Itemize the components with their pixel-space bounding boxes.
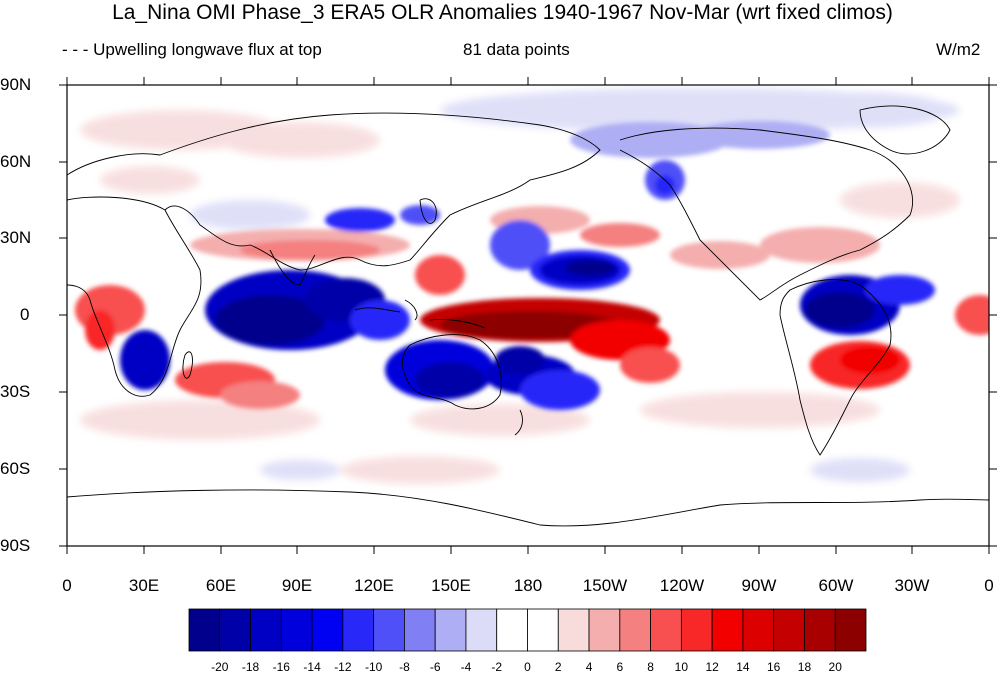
colorbar-tick-label: -10	[364, 660, 383, 674]
colorbar-tick-label: -16	[272, 660, 290, 674]
colorbar-tick-label: -14	[303, 660, 321, 674]
colorbar-tick-label: -20	[211, 660, 229, 674]
lon-label-90w: 90W	[741, 576, 777, 595]
map-title: La_Nina OMI Phase_3 ERA5 OLR Anomalies 1…	[112, 1, 893, 24]
colorbar-swatch	[650, 608, 682, 652]
colorbar-tick-label: 16	[766, 660, 781, 674]
lon-label-30w: 30W	[894, 576, 930, 595]
colorbar-tick-label: -4	[460, 660, 472, 674]
lat-label-60n: 60N	[0, 152, 32, 171]
colorbar-swatch	[834, 608, 867, 652]
units-label: W/m2	[936, 40, 981, 59]
colorbar-swatch	[404, 608, 436, 652]
colorbar-tick-label: -12	[334, 660, 352, 674]
variable-description: - - - Upwelling longwave flux at top	[62, 40, 322, 59]
colorbar-swatch	[557, 608, 590, 652]
lon-label-0-east: 0	[984, 576, 994, 595]
colorbar-swatch	[342, 608, 375, 652]
colorbar-tick-label: 12	[705, 660, 719, 674]
colorbar-swatch	[619, 608, 651, 652]
colorbar-swatch	[742, 608, 775, 652]
colorbar-swatch	[188, 608, 221, 652]
colorbar-tick-label: 14	[736, 660, 750, 674]
lon-label-180: 180	[513, 576, 543, 595]
colorbar-swatch	[311, 608, 344, 652]
lat-label-90s: 90S	[0, 536, 31, 555]
lon-label-30e: 30E	[128, 576, 160, 595]
lon-label-0: 0	[62, 576, 72, 595]
lat-label-equator: 0	[20, 305, 30, 324]
lon-label-90e: 90E	[281, 576, 313, 595]
colorbar-swatch	[219, 608, 251, 652]
colorbar-swatch	[804, 608, 836, 652]
colorbar-swatch	[527, 608, 559, 652]
lat-label-90n: 90N	[0, 75, 32, 94]
axis-ticks	[59, 77, 997, 554]
lon-label-120e: 120E	[354, 576, 394, 595]
lon-label-150e: 150E	[431, 576, 471, 595]
coastlines	[67, 105, 989, 527]
colorbar-tick-label: 2	[554, 660, 562, 674]
colorbar-tick-label: 8	[647, 660, 654, 674]
colorbar-tick-label: 6	[616, 660, 624, 674]
lat-label-60s: 60S	[0, 459, 31, 478]
colorbar-tick-label: -8	[399, 660, 410, 674]
colorbar-tick-label: 0	[524, 660, 531, 674]
colorbar-tick-label: -2	[491, 660, 503, 674]
colorbar-swatch	[711, 608, 744, 652]
lat-label-30n: 30N	[0, 228, 32, 247]
colorbar-swatch	[773, 608, 805, 652]
lon-label-150w: 150W	[582, 576, 628, 595]
colorbar-swatch	[465, 608, 498, 652]
lon-label-60e: 60E	[205, 576, 237, 595]
lon-label-120w: 120W	[659, 576, 705, 595]
lon-label-60w: 60W	[818, 576, 854, 595]
colorbar	[188, 608, 867, 652]
data-point-count: 81 data points	[463, 40, 570, 59]
colorbar-swatch	[680, 608, 713, 652]
colorbar-swatch	[250, 608, 282, 652]
colorbar-tick-label: 20	[828, 660, 842, 674]
colorbar-swatch	[588, 608, 621, 652]
colorbar-tick-label: 4	[585, 660, 593, 674]
colorbar-swatch	[280, 608, 313, 652]
colorbar-tick-label: 18	[797, 660, 812, 674]
colorbar-swatch	[373, 608, 405, 652]
lat-label-30s: 30S	[0, 382, 31, 401]
colorbar-swatch	[496, 608, 528, 652]
colorbar-tick-label: 10	[674, 660, 689, 674]
colorbar-tick-label: -18	[241, 660, 260, 674]
colorbar-swatch	[434, 608, 467, 652]
anomaly-field	[67, 85, 989, 546]
colorbar-tick-label: -6	[429, 660, 441, 674]
